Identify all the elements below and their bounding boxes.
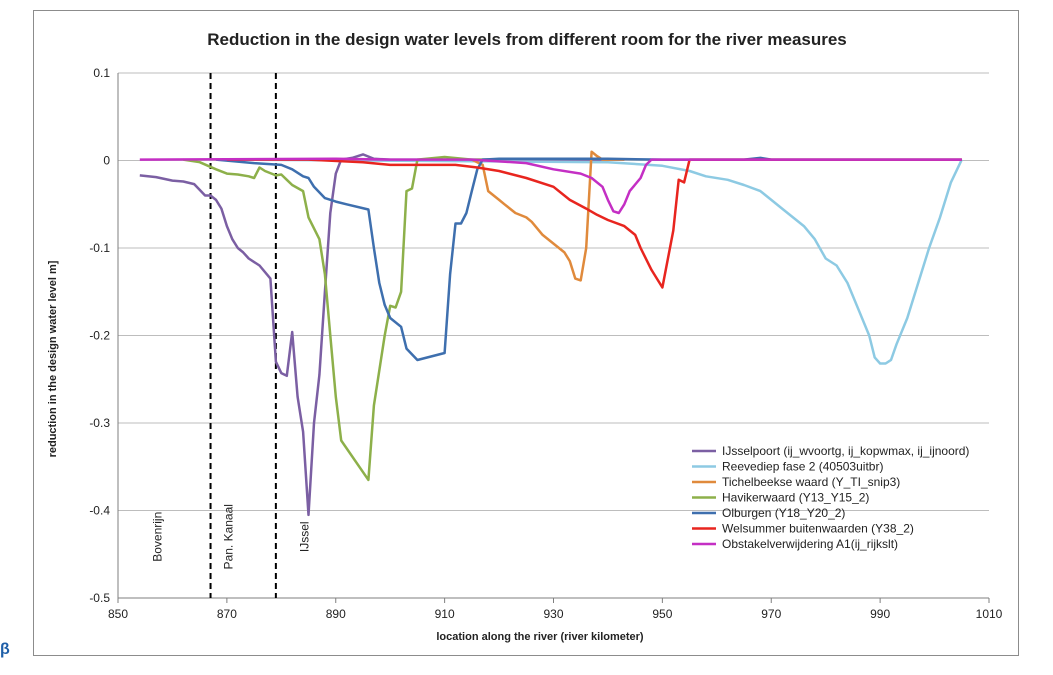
x-tick-label: 990 xyxy=(870,607,890,621)
chart-frame: Reduction in the design water levels fro… xyxy=(33,10,1019,656)
y-tick-label: 0 xyxy=(103,154,110,168)
series-line xyxy=(471,150,625,282)
legend-label: Welsummer buitenwaarden (Y38_2) xyxy=(722,522,914,536)
legend-label: Tichelbeekse waard (Y_TI_snip3) xyxy=(722,475,900,489)
y-tick-label: -0.2 xyxy=(89,329,110,343)
y-tick-label: 0.1 xyxy=(93,66,110,80)
reference-lines xyxy=(209,73,277,598)
series-line xyxy=(183,155,489,482)
series-line xyxy=(226,158,963,365)
legend-label: Havikerwaard (Y13_Y15_2) xyxy=(722,491,869,505)
corner-fragment: β xyxy=(0,641,10,658)
y-tick-label: -0.4 xyxy=(89,504,110,518)
region-label: Pan. Kanaal xyxy=(221,504,235,569)
x-axis-title: location along the river (river kilomete… xyxy=(436,631,644,643)
x-tick-label: 1010 xyxy=(976,607,1003,621)
series-line xyxy=(139,157,962,215)
y-tick-label: -0.5 xyxy=(89,591,110,605)
y-axis-title: reduction in the design water level m] xyxy=(47,260,59,457)
x-tick-label: 950 xyxy=(652,607,672,621)
y-tick-label: -0.1 xyxy=(89,241,110,255)
x-tick-label: 970 xyxy=(761,607,781,621)
legend-label: Obstakelverwijdering A1(ij_rijkslt) xyxy=(722,537,898,551)
legend-label: Reevediep fase 2 (40503uitbr) xyxy=(722,460,883,474)
x-tick-label: 930 xyxy=(543,607,563,621)
region-label: IJssel xyxy=(298,521,312,552)
series-lines xyxy=(139,150,963,517)
y-tick-label: -0.3 xyxy=(89,416,110,430)
series-line xyxy=(139,153,625,517)
series-line xyxy=(226,158,962,289)
region-annotations: Bovenrijn Pan. Kanaal IJssel xyxy=(151,504,312,569)
region-label: Bovenrijn xyxy=(151,512,165,562)
legend-label: IJsselpoort (ij_wvoortg, ij_kopwmax, ij_… xyxy=(722,444,969,458)
x-tick-label: 850 xyxy=(108,607,128,621)
x-tick-label: 870 xyxy=(217,607,237,621)
chart-title: Reduction in the design water levels fro… xyxy=(207,30,847,49)
axes: 0.1 0 -0.1 -0.2 -0.3 -0.4 -0.5 850 870 890 910 930 9… xyxy=(89,66,1002,621)
line-chart: Reduction in the design water levels fro… xyxy=(47,30,1003,643)
legend: IJsselpoort (ij_wvoortg, ij_kopwmax, ij_… xyxy=(692,444,969,551)
x-tick-label: 890 xyxy=(326,607,346,621)
x-tick-label: 910 xyxy=(435,607,455,621)
legend-label: Olburgen (Y18_Y20_2) xyxy=(722,506,845,520)
